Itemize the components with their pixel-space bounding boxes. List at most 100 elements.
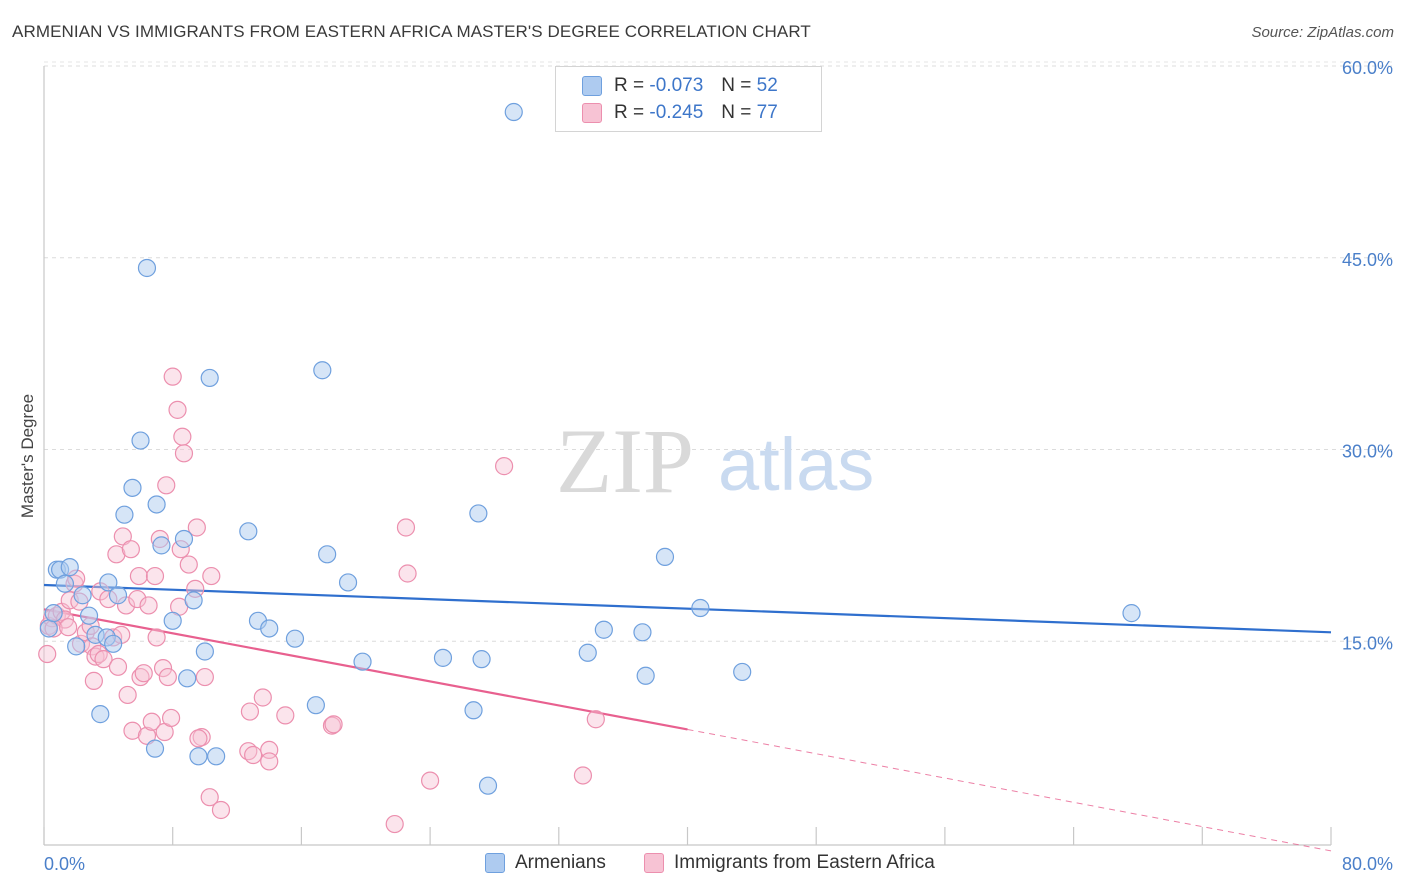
immigrants-trendline	[43, 608, 1332, 852]
immigrants-point	[174, 444, 194, 463]
immigrants-points	[38, 367, 605, 834]
immigrants-point	[211, 800, 231, 820]
armenians-point	[174, 529, 194, 549]
immigrants-point	[253, 688, 272, 707]
armenians-point	[353, 652, 372, 671]
watermark-atlas: atlas	[718, 423, 874, 506]
y-axis-label: Master's Degree	[18, 394, 37, 518]
armenians-point	[260, 619, 279, 638]
watermark: ZIP atlas	[556, 410, 874, 512]
x-tick-label-max: 80.0%	[1342, 854, 1393, 874]
legend-row-armenians: R = -0.073 N = 52	[582, 74, 778, 98]
gridlines	[44, 61, 1393, 642]
immigrants-point	[139, 596, 158, 615]
armenians-point	[200, 368, 219, 388]
armenians-point	[636, 666, 655, 685]
immigrants-point	[161, 708, 181, 728]
immigrants-point	[202, 566, 221, 586]
legend-armenians-r: -0.073	[649, 75, 704, 96]
series-legend: Armenians Immigrants from Eastern Africa	[0, 852, 1406, 876]
armenians-point	[99, 573, 118, 592]
y-tick-labels: 15.0% 30.0% 45.0% 60.0%	[1342, 58, 1393, 653]
armenians-point	[79, 606, 99, 625]
armenians-point	[504, 102, 523, 122]
y-tick-label: 15.0%	[1342, 633, 1393, 653]
armenians-trendline	[43, 583, 1332, 634]
series-legend-armenians[interactable]: Armenians	[485, 852, 606, 874]
legend-row-immigrants: R = -0.245 N = 77	[582, 101, 778, 125]
legend-immigrants-r: -0.245	[649, 102, 704, 123]
armenians-point	[207, 747, 226, 766]
armenians-point	[189, 747, 208, 766]
immigrants-point	[195, 667, 214, 687]
armenians-point	[578, 643, 597, 662]
armenians-point	[44, 604, 63, 623]
armenians-point	[39, 619, 58, 638]
series-legend-immigrants-label: Immigrants from Eastern Africa	[674, 852, 935, 873]
series-legend-armenians-label: Armenians	[515, 852, 606, 873]
armenians-point	[478, 776, 498, 795]
immigrants-point	[187, 518, 206, 537]
armenians-point	[145, 739, 165, 758]
armenians-point	[318, 545, 337, 564]
immigrants-point	[396, 518, 416, 537]
legend-r-label: R =	[614, 75, 645, 96]
armenians-point	[123, 478, 142, 497]
immigrants-point	[168, 400, 187, 419]
y-tick-label: 60.0%	[1342, 58, 1393, 78]
armenians-point	[67, 637, 86, 656]
immigrants-point	[107, 545, 126, 564]
armenians-point	[73, 586, 92, 605]
armenians-point	[115, 505, 134, 524]
armenians-point	[239, 522, 258, 541]
immigrants-trendline-dashed	[687, 728, 1332, 852]
legend-armenians-n: 52	[756, 75, 778, 96]
armenians-point	[152, 536, 171, 555]
immigrants-point	[158, 667, 177, 687]
armenians-point	[163, 611, 182, 630]
armenians-point	[147, 495, 166, 514]
armenians-point	[131, 431, 150, 450]
immigrants-swatch	[582, 103, 602, 123]
immigrants-point	[421, 771, 440, 790]
armenians-point	[313, 361, 332, 380]
immigrants-point	[385, 814, 404, 834]
immigrants-point	[118, 685, 137, 705]
armenians-point	[464, 701, 483, 720]
armenians-point	[472, 650, 491, 669]
armenians-point	[691, 598, 710, 618]
y-tick-label: 45.0%	[1342, 250, 1393, 270]
armenians-point	[633, 623, 652, 642]
immigrants-point	[157, 476, 176, 495]
armenians-points	[39, 102, 1141, 795]
immigrants-point	[200, 788, 219, 807]
immigrants-point	[260, 752, 279, 771]
armenians-point	[733, 662, 752, 682]
immigrants-point	[38, 644, 57, 664]
immigrants-point	[163, 367, 182, 386]
chart-title: ARMENIAN VS IMMIGRANTS FROM EASTERN AFRI…	[12, 22, 811, 41]
immigrants-point	[59, 618, 78, 637]
immigrants-point	[173, 427, 192, 446]
armenians-point	[285, 629, 305, 648]
immigrants-point	[142, 712, 161, 731]
chart-source: Source: ZipAtlas.com	[1251, 24, 1394, 41]
armenians-point	[55, 574, 75, 593]
armenians-swatch	[582, 76, 602, 96]
series-legend-immigrants[interactable]: Immigrants from Eastern Africa	[644, 852, 935, 874]
immigrants-point	[84, 671, 103, 690]
armenians-point	[91, 705, 110, 724]
legend-n-label: N =	[721, 102, 752, 123]
immigrants-point	[145, 566, 165, 586]
immigrants-point	[244, 745, 263, 765]
armenians-point	[594, 620, 613, 639]
immigrants-point	[189, 729, 208, 748]
armenians-point	[338, 573, 358, 592]
immigrants-point	[240, 702, 260, 721]
watermark-zip: ZIP	[556, 410, 694, 512]
immigrants-point	[94, 650, 113, 669]
immigrants-point	[398, 564, 417, 583]
y-tick-label: 30.0%	[1342, 442, 1393, 462]
immigrants-point	[108, 657, 128, 676]
